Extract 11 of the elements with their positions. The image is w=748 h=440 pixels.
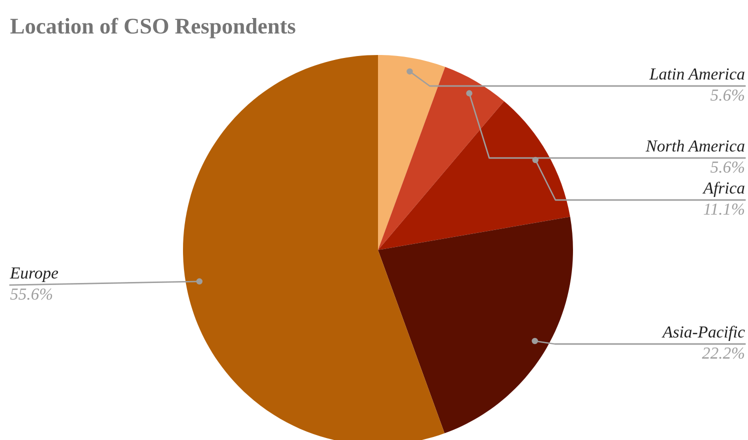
data-label: 5.6% bbox=[710, 161, 744, 173]
slice-label: Europe bbox=[10, 268, 58, 282]
slice-label: Latin America bbox=[649, 68, 744, 80]
slice-label: Asia-Pacific bbox=[662, 326, 745, 341]
data-label: 55.6% bbox=[10, 288, 52, 300]
chart-title: Location of CSO Respondents bbox=[10, 18, 296, 38]
data-label: 22.2% bbox=[702, 347, 744, 359]
slice-label: Africa bbox=[702, 182, 744, 197]
slice-label: North America bbox=[646, 140, 744, 152]
data-label: 5.6% bbox=[710, 89, 744, 101]
data-label: 11.1% bbox=[704, 203, 744, 215]
